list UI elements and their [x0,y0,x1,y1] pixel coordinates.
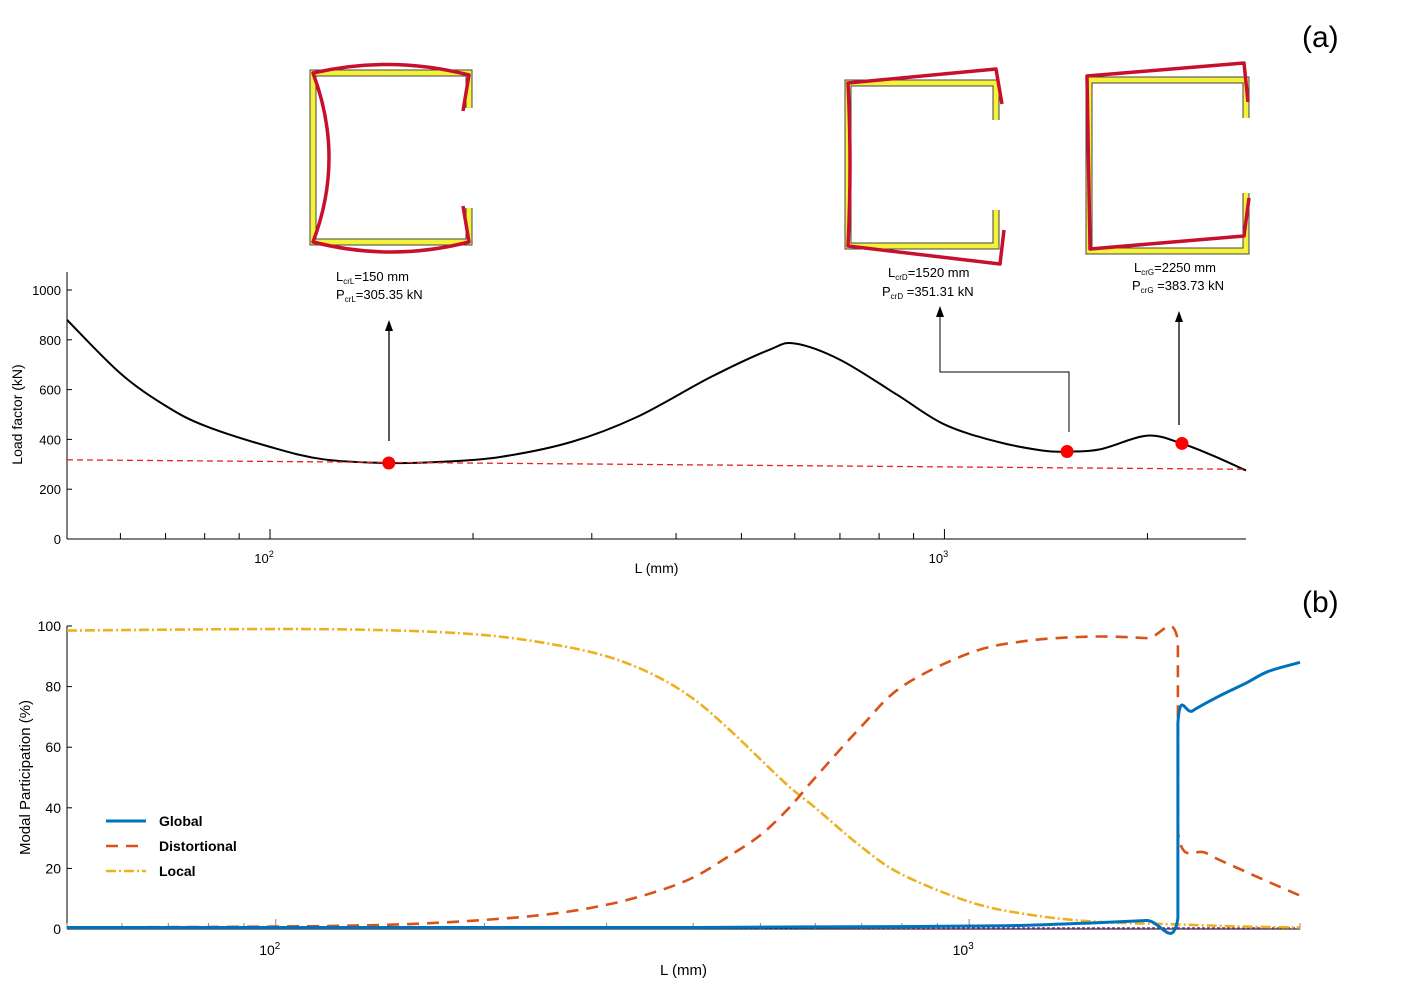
critical-point-3 [1175,436,1189,450]
legend-label-distortional: Distortional [159,838,237,854]
modal-participation-chart: 0 20 40 60 80 100 102 103 L (mm) Modal Participat… [17,618,1301,979]
arrow-local-head [385,320,393,331]
distortional-buckling-section [844,67,1006,266]
series-distortional [66,624,1301,929]
arrow-global-head [1175,311,1183,322]
panel-a-label: (a) [1302,21,1339,54]
series-global [67,660,1301,935]
minimum-trend-line [66,459,1247,470]
pointer-arrows [385,306,1183,441]
y-axis-label: Load factor (kN) [9,364,25,464]
y-tick-label: 1000 [32,283,61,298]
legend-label-local: Local [159,863,196,879]
y-tick-label: 600 [39,383,61,398]
svg-text:LcrG=2250 mm: LcrG=2250 mm [1134,260,1216,277]
annotation-global: LcrG=2250 mm PcrG =383.73 kN [1132,260,1224,295]
svg-text:PcrL=305.35 kN: PcrL=305.35 kN [336,287,423,304]
load-factor-curve [66,319,1247,472]
section-frame-edge [1085,76,1250,255]
global-buckling-section [1085,61,1251,255]
svg-text:PcrD =351.31 kN: PcrD =351.31 kN [882,284,974,301]
section-frame [1086,77,1249,254]
arrow-distortional-head [936,306,944,317]
annotation-distortional: LcrD=1520 mm PcrD =351.31 kN [882,265,974,301]
legend: Global Distortional Local [106,813,237,879]
y-tick-label: 20 [45,860,61,876]
svg-text:PcrG =383.73 kN: PcrG =383.73 kN [1132,278,1224,295]
x-tick-label: 102 [254,549,274,566]
section-buckled-shape [1085,61,1251,251]
section-frame-edge [844,79,1000,250]
x-axis-label: L (mm) [660,962,707,979]
series-local [66,627,1301,929]
annotation-local: LcrL=150 mm PcrL=305.35 kN [336,269,423,304]
load-factor-chart: 0 200 400 600 800 1000 102 103 L (mm) Load factor… [9,272,1247,576]
y-tick-label: 60 [45,739,61,755]
x-tick-label: 103 [953,941,975,958]
section-buckled-shape [311,62,471,254]
critical-point-1 [382,456,396,470]
x-axis-label: L (mm) [635,560,679,576]
y-tick-label: 0 [54,532,61,547]
y-tick-label: 40 [45,800,61,816]
y-axis-label: Modal Participation (%) [17,700,34,855]
section-frame-edge [309,69,473,246]
y-tick-label: 400 [39,432,61,447]
section-buckled-shape [846,67,1006,266]
y-tick-label: 100 [38,618,62,634]
y-tick-label: 0 [53,921,61,937]
arrow-distortional [939,314,1070,432]
y-tick-label: 200 [39,482,61,497]
y-tick-label: 800 [39,333,61,348]
x-tick-label: 102 [259,941,280,958]
svg-text:LcrL=150 mm: LcrL=150 mm [336,269,409,286]
panel-b-label: (b) [1302,586,1339,619]
critical-point-2 [1060,445,1074,459]
x-tick-label: 103 [929,549,949,566]
local-buckling-section [309,62,473,254]
svg-text:LcrD=1520 mm: LcrD=1520 mm [888,265,969,282]
y-tick-label: 80 [45,679,61,695]
legend-label-global: Global [159,813,203,829]
section-frame [310,70,472,245]
section-frame [845,80,999,249]
